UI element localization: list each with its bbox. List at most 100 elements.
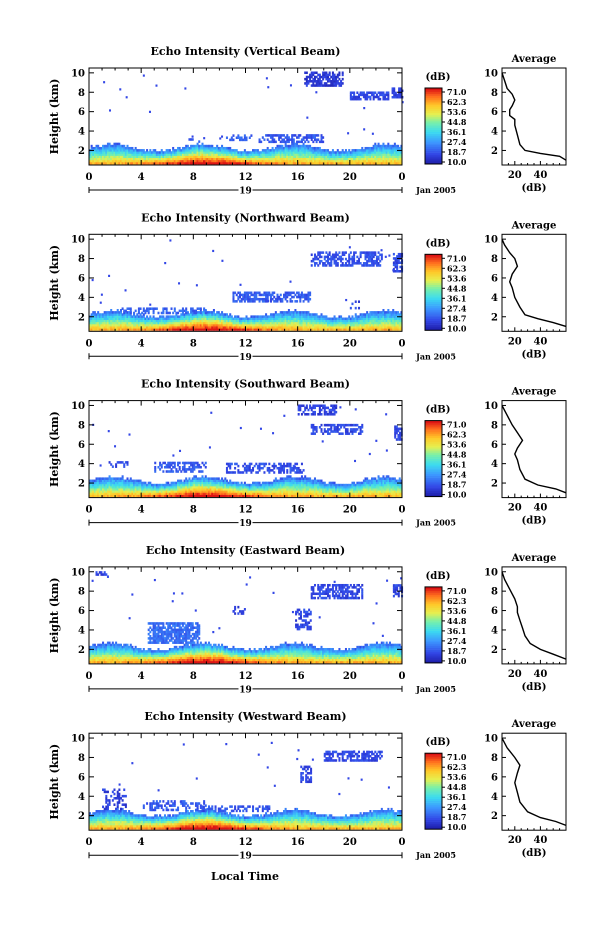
echo-cell (163, 321, 167, 325)
echo-cell (354, 155, 357, 159)
echo-cell (123, 485, 126, 489)
echo-cell (201, 155, 204, 159)
echo-cell (284, 328, 287, 331)
echo-cell (362, 93, 365, 97)
echo-cell (155, 317, 158, 321)
echo-cell (201, 488, 204, 491)
echo-cell (229, 155, 232, 159)
echo-cell (219, 326, 222, 329)
echo-cell (359, 93, 362, 97)
echo-cell (126, 477, 129, 480)
echo-cell (124, 161, 127, 165)
echo-cell (203, 155, 206, 159)
echo-cell (102, 485, 105, 489)
echo-cell (248, 326, 251, 329)
echo-cell (327, 80, 330, 83)
echo-cell (173, 328, 176, 331)
echo-cell (346, 326, 349, 329)
echo-cell (313, 262, 316, 265)
echo-cell (193, 159, 196, 163)
echo-cell (204, 151, 207, 154)
echo-cell (177, 149, 180, 152)
echo-cell (144, 323, 147, 327)
echo-cell (353, 326, 356, 329)
echo-cell (307, 317, 310, 321)
echo-cell (126, 319, 129, 323)
echo-cell (155, 155, 158, 159)
echo-cell (320, 259, 323, 263)
echo-cell (269, 323, 272, 327)
echo-cell (147, 481, 150, 485)
echo-cell (108, 159, 111, 163)
colorbar-swatch (425, 265, 442, 268)
echo-cell (105, 149, 108, 152)
echo-cell (315, 257, 318, 261)
echo-cell (344, 149, 347, 152)
echo-cell (89, 161, 92, 165)
echo-cell (193, 488, 196, 491)
echo-cell (340, 264, 343, 267)
colorbar-swatch (425, 328, 442, 331)
echo-cell (361, 315, 364, 318)
echo-cell (180, 488, 183, 491)
echo-cell (227, 485, 230, 489)
panel-vertical-beam: Echo Intensity (Vertical Beam)Height (km… (48, 45, 567, 197)
echo-cell (102, 144, 105, 148)
echo-cell (167, 157, 170, 161)
echo-cell (219, 490, 222, 493)
echo-cell (208, 157, 211, 161)
echo-cell (258, 293, 261, 297)
echo-cell (146, 149, 149, 152)
echo-cell (170, 492, 173, 495)
echo-cell (354, 153, 357, 156)
echo-cell (137, 151, 140, 154)
echo-cell (327, 75, 330, 79)
echo-cell (173, 323, 176, 327)
echo-cell (165, 307, 168, 310)
echo-cell (296, 321, 299, 325)
echo-cell (124, 159, 127, 163)
echo-cell (154, 151, 157, 154)
echo-cell (92, 328, 95, 331)
echo-cell (232, 323, 235, 327)
echo-cell (216, 149, 219, 152)
echo-cell (371, 146, 374, 150)
echo-cell (119, 494, 122, 498)
echo-cell (252, 328, 255, 331)
echo-cell (180, 159, 183, 163)
echo-cell (146, 323, 149, 327)
echo-cell (97, 311, 100, 314)
echo-cell (393, 153, 396, 156)
echo-cell (313, 80, 316, 83)
echo-cell (284, 317, 287, 321)
echo-cell (300, 311, 303, 314)
echo-cell (371, 153, 374, 156)
colorbar-swatch (425, 112, 442, 115)
echo-cell (93, 485, 96, 489)
echo-cell (317, 151, 320, 154)
echo-cell (123, 494, 126, 498)
echo-cell (278, 319, 281, 323)
echo-cell (100, 494, 103, 498)
echo-cell (137, 153, 140, 156)
echo-cell (177, 483, 180, 487)
echo-cell (196, 319, 199, 323)
echo-cell (322, 159, 325, 163)
echo-cell (327, 159, 330, 163)
echo-cell (234, 321, 237, 325)
echo-cell (322, 328, 325, 331)
echo-cell (147, 323, 150, 327)
echo-cell (387, 313, 390, 316)
echo-cell (294, 300, 297, 303)
echo-cell (106, 142, 109, 146)
echo-cell (178, 483, 181, 487)
echo-cell (294, 144, 297, 148)
echo-cell (341, 326, 344, 329)
echo-cell (113, 311, 116, 314)
panel-south-beam: Echo Intensity (Southward Beam)Height (k… (48, 378, 567, 529)
echo-cell (105, 159, 108, 163)
panel-title: Echo Intensity (Northward Beam) (141, 211, 350, 224)
echo-cell (392, 263, 395, 267)
echo-cell (313, 323, 316, 327)
echo-cell (291, 328, 294, 331)
